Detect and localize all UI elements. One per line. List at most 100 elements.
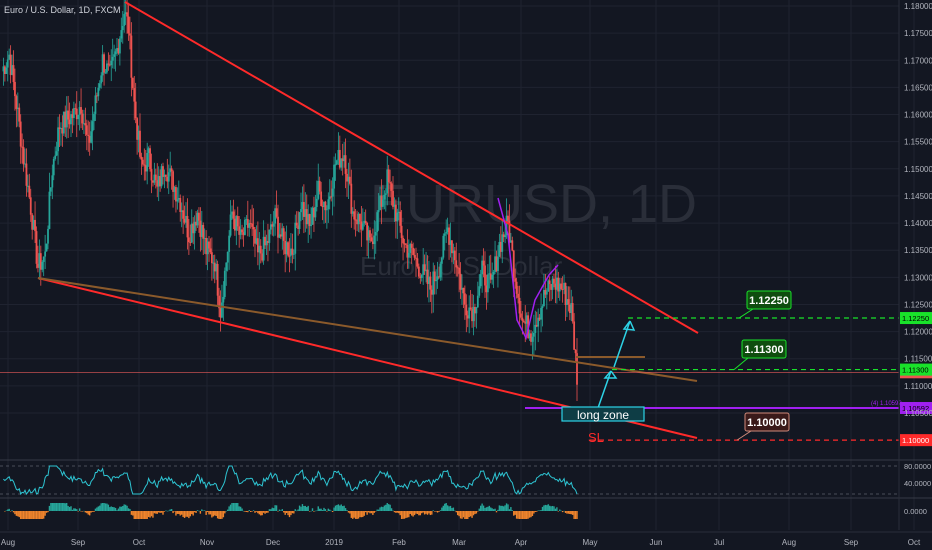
- candle-body: [169, 168, 172, 173]
- candle-body: [123, 14, 126, 26]
- candle-body: [110, 60, 113, 66]
- macd-bar: [42, 511, 45, 519]
- macd-bar: [432, 510, 434, 511]
- macd-bar: [406, 511, 409, 518]
- candle-body: [241, 229, 243, 233]
- candle-body: [484, 265, 486, 286]
- candle-body: [180, 210, 183, 213]
- macd-bar: [559, 509, 561, 511]
- macd-bar: [507, 504, 509, 511]
- candle-body: [471, 309, 473, 322]
- candle-body: [278, 234, 281, 238]
- macd-bar: [31, 511, 33, 519]
- macd-bar: [91, 511, 94, 512]
- macd-bar: [469, 511, 472, 517]
- macd-bar: [497, 509, 499, 511]
- candle-body: [14, 81, 16, 97]
- macd-bar: [347, 511, 350, 513]
- candle-body: [199, 220, 202, 237]
- macd-bar: [405, 511, 407, 518]
- target-2-callout: [746, 290, 792, 310]
- candle-body: [390, 183, 393, 191]
- macd-bar: [356, 511, 358, 519]
- candle-body: [232, 211, 235, 219]
- candle-body: [446, 227, 449, 233]
- macd-bar: [212, 511, 215, 517]
- macd-bar: [337, 504, 340, 511]
- support-line: [37, 277, 698, 382]
- candle-body: [9, 54, 12, 75]
- candle-body: [366, 222, 369, 241]
- candle-body: [154, 174, 157, 181]
- macd-bar: [505, 503, 508, 511]
- candle-body: [538, 317, 541, 320]
- macd-bar: [487, 506, 489, 511]
- candle-body: [179, 198, 182, 213]
- candle-body: [514, 278, 517, 282]
- macd-bar: [409, 511, 411, 514]
- candle-body: [548, 280, 551, 284]
- candle-body: [231, 211, 233, 215]
- macd-bar: [27, 511, 29, 519]
- candle-body: [524, 321, 527, 324]
- candle-body: [277, 216, 279, 238]
- candle-body: [553, 278, 555, 284]
- candle-body: [520, 313, 522, 318]
- candle-body: [371, 241, 374, 245]
- candle-body: [2, 66, 5, 72]
- candle-body: [244, 219, 246, 235]
- macd-bar: [488, 505, 491, 511]
- candle-body: [156, 180, 159, 187]
- candle-body: [103, 54, 105, 73]
- candle-body: [466, 315, 469, 319]
- macd-bar: [206, 511, 209, 513]
- macd-bar: [170, 509, 173, 511]
- macd-bar: [15, 511, 18, 516]
- candle-body: [259, 245, 262, 254]
- candle-body: [522, 320, 525, 322]
- candle-body: [305, 209, 308, 225]
- candle-body: [392, 190, 394, 207]
- macd-bar: [334, 505, 337, 511]
- macd-bar: [38, 511, 41, 519]
- macd-bar: [281, 509, 284, 511]
- macd-bar: [324, 509, 327, 511]
- macd-bar: [126, 505, 128, 511]
- macd-bar: [166, 510, 169, 512]
- macd-bar: [45, 511, 48, 513]
- macd-bar: [178, 511, 180, 515]
- macd-bar: [321, 510, 324, 511]
- candle-body: [177, 198, 180, 200]
- price-axis[interactable]: 1.18000 1.17500 1.17000 1.16500 1.16000 1.155…: [898, 0, 932, 530]
- target-1-callout: [741, 339, 787, 359]
- target-2-axis-tag: [900, 312, 932, 325]
- macd-bar: [530, 511, 532, 518]
- candle-body: [476, 295, 479, 308]
- candle-body: [221, 302, 223, 318]
- macd-bar: [142, 511, 144, 519]
- time-tick-label: Jun: [650, 538, 663, 547]
- candle-body: [45, 243, 48, 252]
- candle-body: [294, 222, 297, 254]
- macd-bar: [37, 511, 39, 519]
- time-axis[interactable]: Aug Sep Oct Nov Dec 2019 Feb Mar Apr May Jun Jul Aug…: [0, 531, 932, 547]
- price-tick-label: 1.14500: [904, 192, 932, 201]
- macd-bar: [211, 511, 213, 518]
- macd-bar: [195, 511, 197, 513]
- macd-bar: [330, 510, 332, 512]
- candle-body: [144, 165, 147, 172]
- macd-bar: [376, 509, 378, 511]
- macd-bar: [400, 511, 403, 519]
- macd-bar: [109, 507, 111, 511]
- candle-body: [118, 38, 121, 54]
- candle-body: [120, 30, 123, 39]
- macd-bar: [373, 511, 376, 513]
- candle-body: [439, 263, 442, 278]
- candle-body: [255, 238, 258, 244]
- macd-bar: [498, 505, 501, 511]
- candle-body: [528, 333, 531, 339]
- macd-bar: [34, 511, 36, 519]
- stop-loss-callout: [744, 412, 790, 432]
